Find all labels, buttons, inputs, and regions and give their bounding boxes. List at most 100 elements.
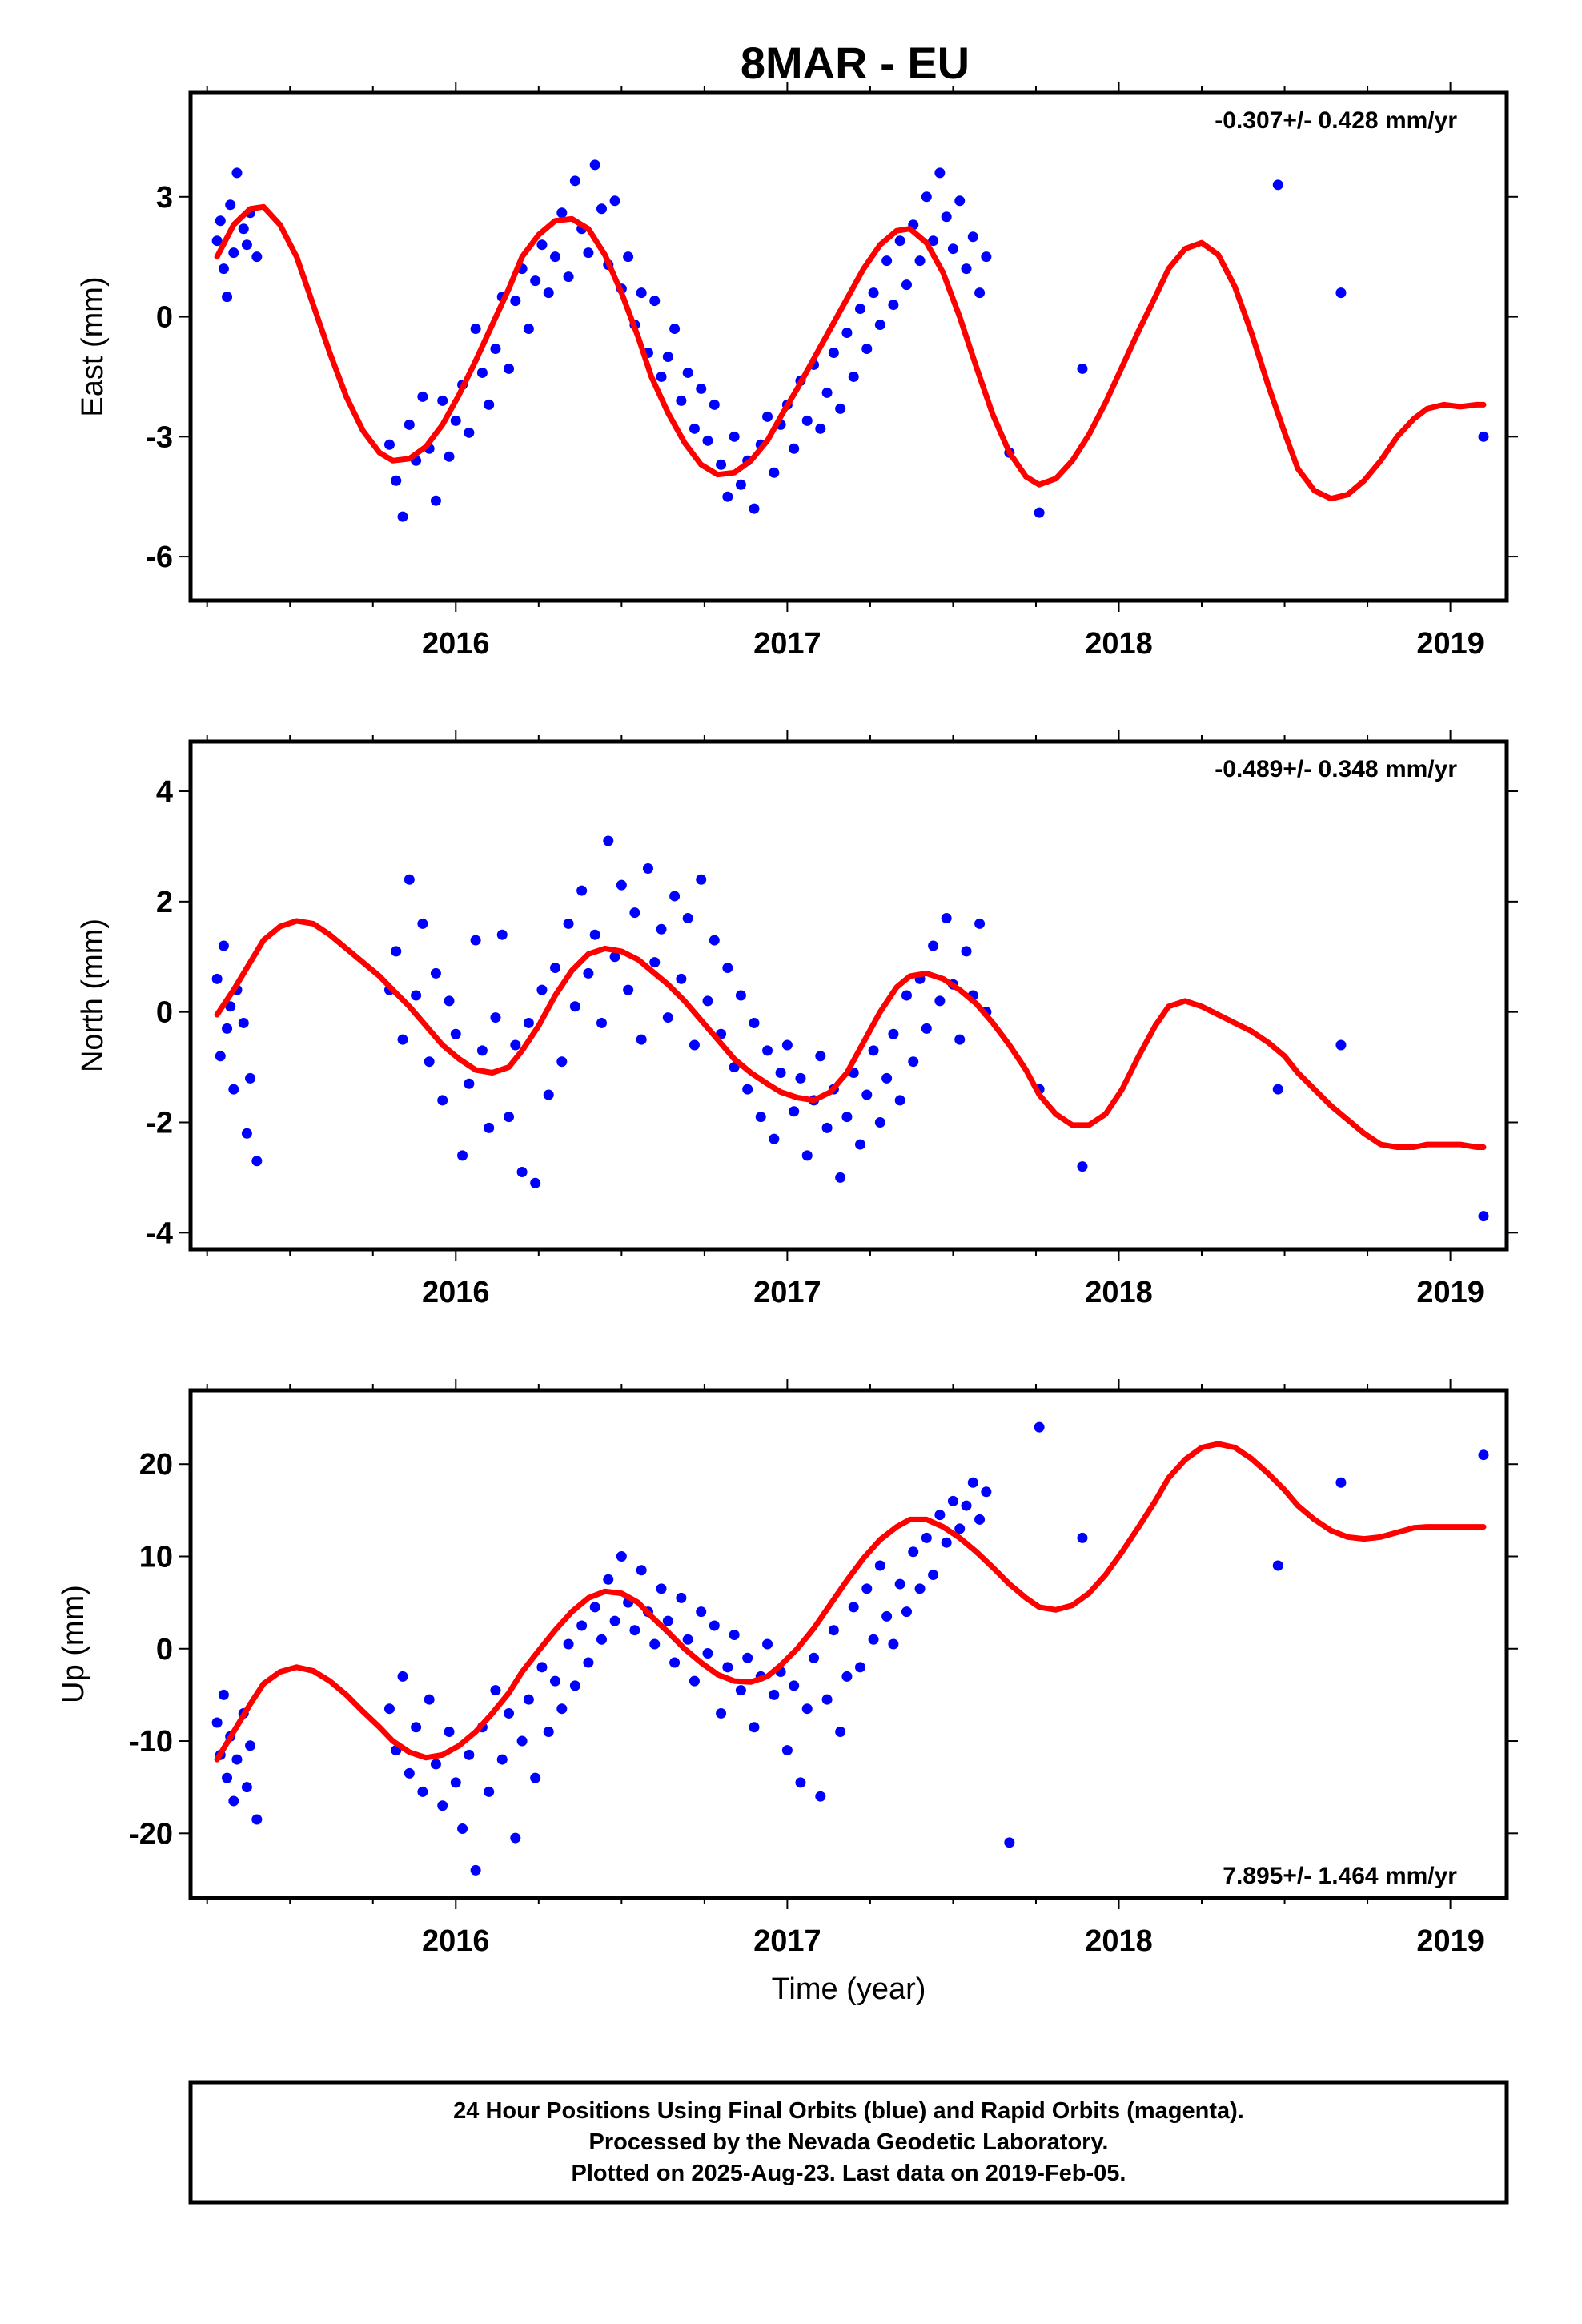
- north-data-point: [450, 1028, 461, 1039]
- north-data-point: [510, 1039, 521, 1051]
- east-data-point: [769, 467, 780, 478]
- up-data-point: [450, 1777, 461, 1788]
- up-data-point: [583, 1657, 594, 1668]
- east-x-tick-label: 2019: [1416, 627, 1484, 661]
- east-data-point: [225, 199, 236, 211]
- up-data-point: [742, 1652, 753, 1663]
- up-axis-label: Up (mm): [57, 1585, 90, 1703]
- up-data-point: [218, 1689, 229, 1700]
- up-data-point: [781, 1745, 793, 1756]
- north-data-point: [490, 1012, 501, 1023]
- up-data-point: [874, 1560, 885, 1571]
- up-data-point: [444, 1727, 455, 1738]
- up-x-tick-label: 2016: [422, 1924, 490, 1958]
- east-data-point: [1034, 507, 1045, 518]
- east-data-point: [476, 367, 488, 378]
- up-data-point: [596, 1634, 607, 1645]
- up-data-point: [682, 1634, 693, 1645]
- north-data-point: [391, 946, 402, 957]
- up-data-point: [649, 1638, 661, 1650]
- east-data-point: [563, 271, 574, 283]
- up-y-tick-label: 20: [139, 1448, 173, 1482]
- east-data-point: [383, 439, 395, 450]
- north-data-point: [696, 874, 707, 885]
- east-data-point: [841, 328, 853, 339]
- up-data-point: [821, 1694, 833, 1705]
- up-data-point: [1077, 1532, 1088, 1543]
- north-data-point: [888, 1028, 899, 1039]
- up-data-point: [241, 1782, 252, 1793]
- up-data-point: [222, 1772, 233, 1783]
- up-data-point: [228, 1795, 239, 1807]
- up-data-point: [921, 1532, 932, 1543]
- east-data-point: [450, 415, 461, 426]
- up-rate-label: 7.895+/- 1.464 mm/yr: [1223, 1863, 1457, 1889]
- north-data-point: [735, 990, 746, 1001]
- east-data-point: [430, 495, 441, 506]
- up-data-point: [430, 1759, 441, 1770]
- up-data-point: [809, 1652, 820, 1663]
- north-data-point: [769, 1133, 780, 1144]
- east-data-point: [868, 287, 879, 299]
- north-x-tick-label: 2016: [422, 1276, 490, 1309]
- north-data-point: [603, 835, 614, 846]
- up-x-tick-label: 2017: [753, 1924, 821, 1958]
- east-data-point: [901, 279, 912, 291]
- north-data-point: [228, 1084, 239, 1095]
- up-data-point: [769, 1689, 780, 1700]
- up-data-point: [383, 1703, 395, 1715]
- up-data-point: [1272, 1560, 1283, 1571]
- east-data-point: [1335, 287, 1347, 299]
- footer-line-2: Processed by the Nevada Geodetic Laborat…: [589, 2129, 1109, 2155]
- up-data-point: [589, 1602, 600, 1613]
- up-data-point: [550, 1675, 561, 1687]
- east-data-layer: [211, 159, 1489, 522]
- east-data-point: [928, 235, 939, 247]
- up-data-point: [563, 1638, 574, 1650]
- north-data-point: [881, 1072, 893, 1084]
- north-data-point: [550, 963, 561, 974]
- up-data-point: [490, 1685, 501, 1696]
- east-y-tick-label: 3: [156, 181, 173, 215]
- up-data-point: [411, 1722, 422, 1733]
- east-x-tick-label: 2018: [1085, 627, 1153, 661]
- east-data-point: [228, 247, 239, 259]
- east-data-point: [523, 324, 534, 335]
- east-data-point: [397, 511, 408, 522]
- north-data-point: [523, 1017, 534, 1028]
- north-data-point: [596, 1017, 607, 1028]
- north-data-point: [709, 935, 720, 946]
- north-data-point: [656, 923, 667, 935]
- north-data-point: [854, 1139, 865, 1150]
- north-data-point: [815, 1051, 826, 1062]
- east-data-point: [504, 363, 515, 374]
- east-y-tick-label: 0: [156, 301, 173, 335]
- up-data-point: [662, 1615, 673, 1626]
- up-data-point: [716, 1707, 727, 1719]
- north-data-point: [457, 1150, 468, 1161]
- up-data-point: [848, 1602, 859, 1613]
- east-data-point: [218, 263, 229, 275]
- up-data-point: [981, 1486, 992, 1498]
- north-data-point: [801, 1150, 813, 1161]
- up-data-point: [636, 1565, 647, 1576]
- east-data-point: [854, 304, 865, 315]
- east-data-point: [589, 159, 600, 171]
- up-data-point: [457, 1823, 468, 1835]
- north-data-point: [241, 1128, 252, 1139]
- north-data-point: [397, 1034, 408, 1045]
- east-data-point: [530, 275, 541, 287]
- up-data-point: [941, 1537, 952, 1548]
- up-y-tick-label: -20: [129, 1817, 173, 1851]
- north-data-point: [556, 1056, 568, 1068]
- north-data-point: [781, 1039, 793, 1051]
- east-data-point: [1077, 363, 1088, 374]
- east-data-point: [914, 255, 926, 267]
- up-data-point: [702, 1648, 713, 1659]
- east-data-point: [543, 287, 554, 299]
- east-data-point: [749, 503, 760, 514]
- east-data-point: [556, 207, 568, 219]
- up-data-point: [417, 1786, 428, 1797]
- east-data-point: [729, 431, 740, 442]
- east-data-point: [689, 423, 700, 434]
